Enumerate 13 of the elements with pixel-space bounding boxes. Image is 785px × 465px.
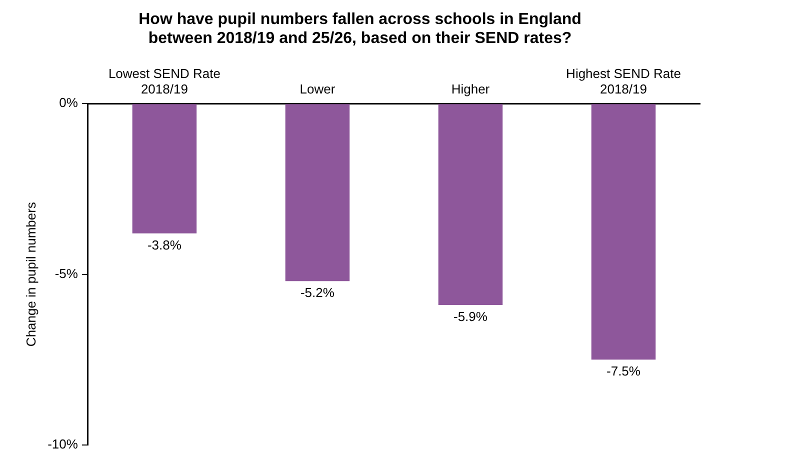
y-axis-title: Change in pupil numbers	[23, 202, 38, 347]
x-tick-label: Higher	[451, 81, 490, 96]
data-label: -3.8%	[147, 237, 182, 252]
y-tick-label: -5%	[54, 266, 78, 281]
x-tick-label: Lowest SEND Rate 2018/19	[108, 66, 220, 96]
data-label: -5.2%	[300, 285, 335, 300]
chart-title: How have pupil numbers fallen across schools in England between 2018/19 and 25/26, based on their SEND rates?	[138, 11, 582, 48]
y-tick-label: 0%	[59, 95, 78, 110]
x-tick-label: Highest SEND Rate 2018/19	[566, 66, 681, 96]
data-label: -7.5%	[606, 364, 641, 379]
y-tick-label: -10%	[48, 436, 78, 452]
x-tick-label: Lower	[300, 81, 336, 96]
data-label: -5.9%	[453, 309, 488, 324]
